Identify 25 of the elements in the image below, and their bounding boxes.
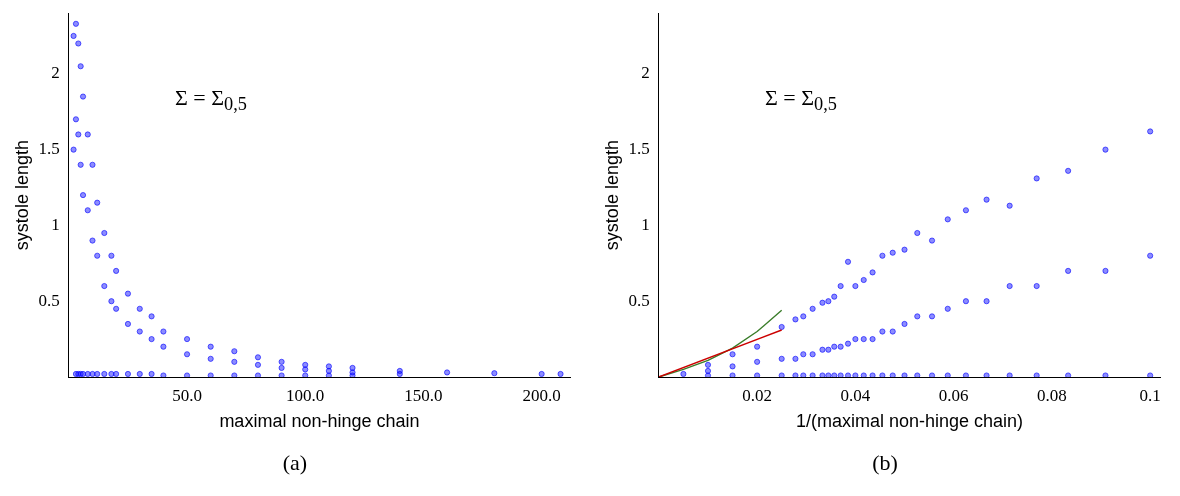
x-tick-label: 0.02 bbox=[742, 385, 772, 405]
x-tick-label: 100.0 bbox=[286, 385, 325, 405]
x-tick-label: 0.1 bbox=[1139, 385, 1161, 405]
y-tick-label: 1 bbox=[51, 214, 60, 234]
x-tick-label: 0.04 bbox=[840, 385, 871, 405]
y-tick-label: 2 bbox=[51, 63, 60, 83]
y-tick-label: 2 bbox=[641, 63, 650, 83]
y-tick-label: 0.5 bbox=[38, 290, 60, 310]
x-tick-label: 0.08 bbox=[1037, 385, 1067, 405]
annotation: Σ = Σ$_{0,5}$ bbox=[175, 85, 247, 116]
x-tick-label: 200.0 bbox=[522, 385, 561, 405]
x-tick-label: 0.06 bbox=[938, 385, 969, 405]
y-axis-title: systole length bbox=[601, 140, 622, 251]
x-axis-title: maximal non-hinge chain bbox=[219, 411, 420, 432]
text: (b) bbox=[871, 450, 899, 476]
y-axis-title: systole length bbox=[11, 140, 32, 251]
text: (a) bbox=[281, 450, 309, 476]
annotation: Σ = Σ$_{0,5}$ bbox=[765, 85, 837, 116]
y-tick-label: 1.5 bbox=[628, 139, 650, 159]
x-tick-label: 150.0 bbox=[404, 385, 443, 405]
y-tick-label: 0.5 bbox=[628, 290, 650, 310]
x-axis-title: 1/(maximal non-hinge chain) bbox=[795, 411, 1023, 432]
x-tick-label: 50.0 bbox=[172, 385, 202, 405]
y-tick-label: 1 bbox=[641, 214, 650, 234]
y-tick-label: 1.5 bbox=[38, 139, 60, 159]
